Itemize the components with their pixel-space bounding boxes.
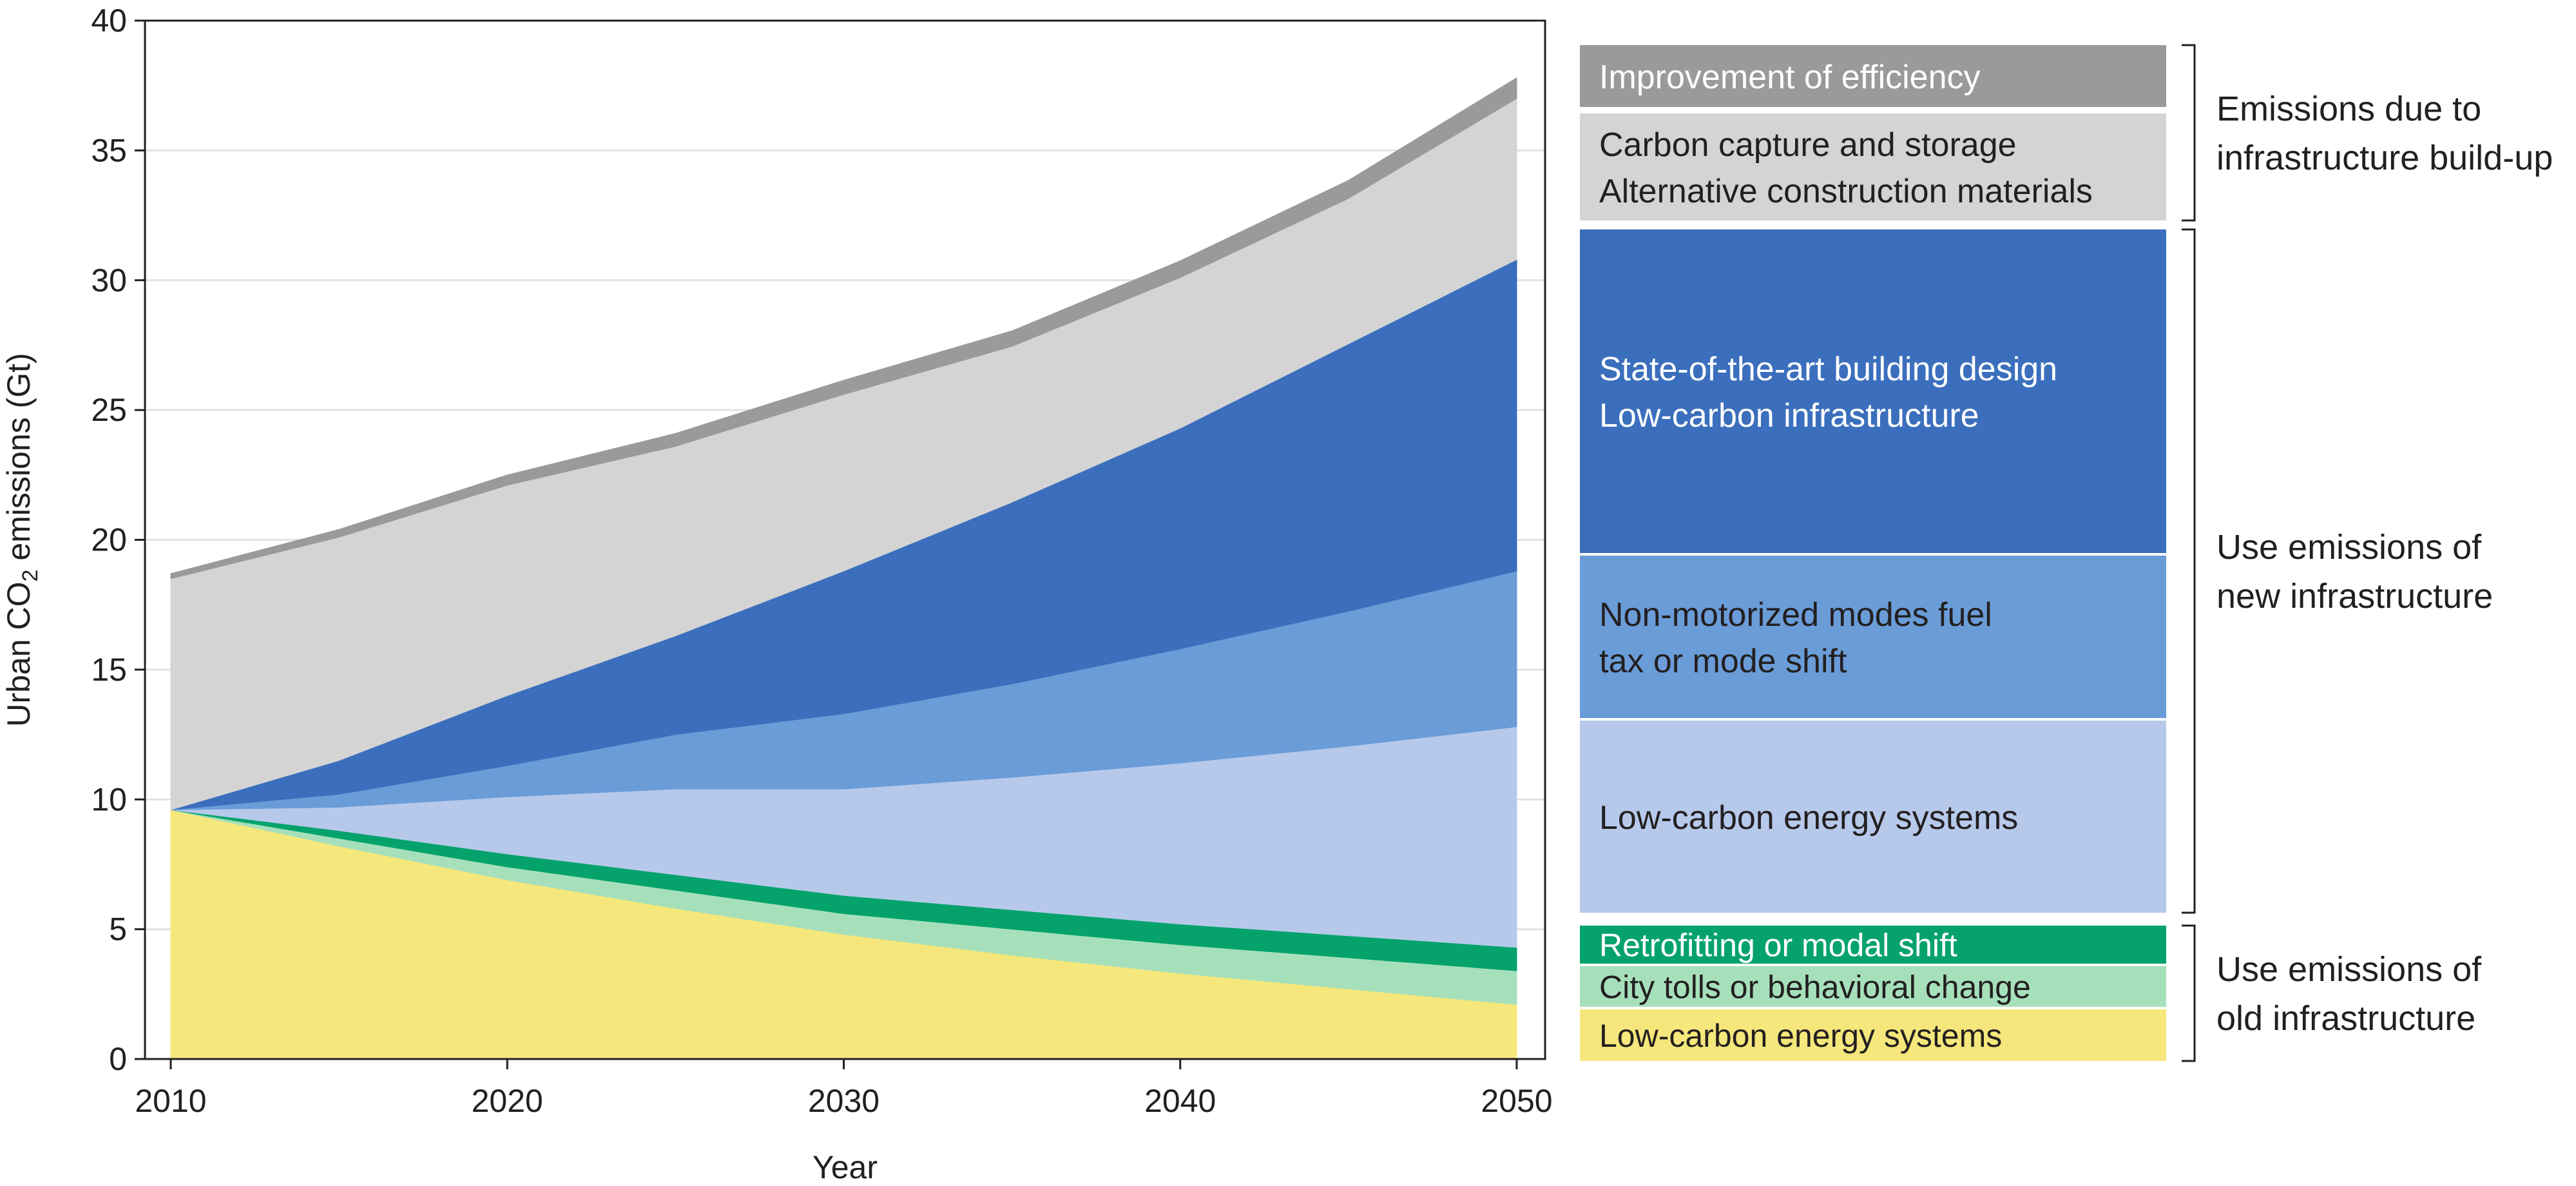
- legend-label-8-1: Low-carbon energy systems: [1599, 1018, 2002, 1054]
- legend-label-5-1: Low-carbon energy systems: [1599, 799, 2018, 837]
- group-label-3-1: Use emissions of: [2216, 950, 2482, 989]
- y-tick-label-30: 30: [91, 262, 127, 298]
- legend-label-2-1: Carbon capture and storage: [1599, 126, 2017, 164]
- legend-box-1: [1580, 45, 2166, 107]
- legend-label-3-1: State-of-the-art building design: [1599, 351, 2057, 388]
- legend-label-7-1: City tolls or behavioral change: [1599, 969, 2031, 1006]
- legend-label-4-2: tax or mode shift: [1599, 643, 1847, 680]
- y-tick-label-10: 10: [91, 781, 127, 817]
- legend-box-2: [1580, 113, 2166, 220]
- x-tick-label-2020: 2020: [472, 1083, 543, 1119]
- group-bracket-3: [2182, 924, 2196, 1062]
- y-tick-label-40: 40: [91, 3, 127, 39]
- stacked-areas: [170, 77, 1517, 1060]
- legend-box-4: [1580, 556, 2166, 718]
- group-label-2-1: Use emissions of: [2216, 528, 2482, 567]
- group-bracket-2: [2182, 228, 2196, 914]
- area-series-8: [170, 77, 1517, 579]
- x-tick-label-2050: 2050: [1481, 1083, 1552, 1119]
- x-tick-label-2040: 2040: [1144, 1083, 1216, 1119]
- y-tick-label-5: 5: [109, 911, 127, 948]
- legend-box-7: [1580, 966, 2166, 1007]
- y-axis-ticks: 0 5 10 15 20 25 30 35 40: [91, 3, 145, 1077]
- x-tick-label-2010: 2010: [135, 1083, 206, 1119]
- legend-label-4-1: Non-motorized modes fuel: [1599, 596, 1992, 634]
- x-axis-title: Year: [812, 1149, 878, 1185]
- y-tick-label-25: 25: [91, 392, 127, 428]
- y-axis-title-subscript: 2: [18, 570, 43, 582]
- group-label-2-2: new infrastructure: [2216, 577, 2493, 616]
- group-label-1-1: Emissions due to: [2216, 90, 2481, 128]
- y-axis-title: Urban CO2 emissions (Gt): [1, 353, 43, 726]
- legend-label-6-1: Retrofitting or modal shift: [1599, 928, 1957, 964]
- x-tick-label-2030: 2030: [808, 1083, 879, 1119]
- legend-box-5: [1580, 721, 2166, 913]
- legend-box-6: [1580, 926, 2166, 964]
- legend: Improvement of efficiency Carbon capture …: [1580, 45, 2166, 1061]
- legend-box-8: [1580, 1009, 2166, 1061]
- x-axis-ticks: 2010 2020 2030 2040 2050: [135, 1059, 1553, 1119]
- legend-groups: Emissions due to infrastructure build-up U…: [2182, 44, 2553, 1062]
- y-tick-label-20: 20: [91, 522, 127, 558]
- legend-box-3: [1580, 229, 2166, 553]
- y-axis-title-prefix: Urban CO: [1, 582, 37, 727]
- legend-label-1-1: Improvement of efficiency: [1599, 59, 1981, 96]
- y-tick-label-35: 35: [91, 132, 127, 168]
- group-bracket-1: [2182, 44, 2196, 222]
- legend-label-2-2: Alternative construction materials: [1599, 173, 2093, 210]
- group-label-1-2: infrastructure build-up: [2216, 139, 2553, 177]
- legend-label-3-2: Low-carbon infrastructure: [1599, 397, 1979, 434]
- y-tick-label-15: 15: [91, 652, 127, 688]
- y-tick-label-0: 0: [109, 1041, 127, 1077]
- group-label-3-2: old infrastructure: [2216, 999, 2475, 1038]
- y-axis-title-suffix: emissions (Gt): [1, 353, 37, 569]
